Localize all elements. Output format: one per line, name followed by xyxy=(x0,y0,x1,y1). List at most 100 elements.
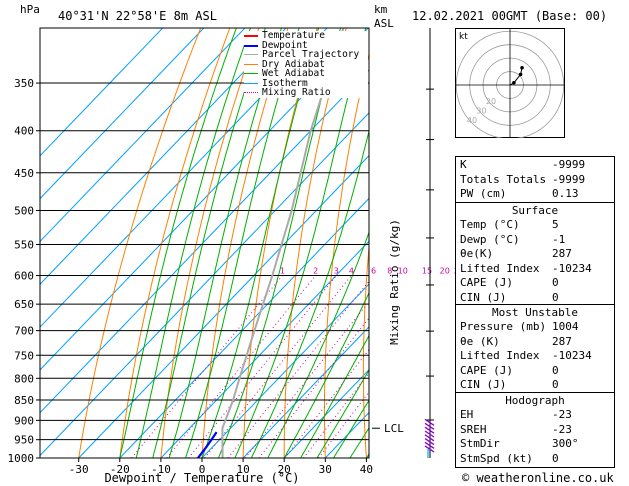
temperature-tick-label: 40 xyxy=(360,463,373,476)
isotherm-line xyxy=(242,326,369,458)
temperature-tick-label: -10 xyxy=(151,463,171,476)
lcl-label: LCL xyxy=(384,422,404,435)
row-value: -1 xyxy=(552,232,566,246)
row-key: Dewp (°C) xyxy=(460,232,520,246)
isotherm-line xyxy=(40,28,205,200)
hodograph-trace xyxy=(509,67,523,86)
mixing-ratio-tick-label: 4 xyxy=(349,267,354,276)
row-value: -10234 xyxy=(552,349,592,363)
hodograph-point xyxy=(512,80,516,85)
isotherm-line xyxy=(160,240,369,458)
isotherm-line xyxy=(78,154,369,458)
row-key: StmSpd (kt) xyxy=(460,451,533,465)
row-value: 5 xyxy=(552,218,559,231)
wind-barb xyxy=(424,418,435,426)
dry-adiabat-lines xyxy=(78,28,369,458)
row-key: Totals Totals xyxy=(460,172,547,186)
wet-adiabat-line xyxy=(185,28,300,458)
km-label: km xyxy=(374,3,388,16)
legend-label: Wet Adiabat xyxy=(262,68,325,79)
pressure-tick-label: 800 xyxy=(14,372,34,385)
wet-adiabat-line xyxy=(152,28,266,458)
dry-adiabat-line xyxy=(323,52,369,458)
temperature-tick-label: -30 xyxy=(69,463,89,476)
isotherm-line xyxy=(201,283,369,458)
row-key: CIN (J) xyxy=(460,291,507,304)
temperature-tick-label: -20 xyxy=(110,463,130,476)
hodograph-point xyxy=(520,65,524,70)
legend-swatch xyxy=(244,44,258,47)
hpa-label: hPa xyxy=(20,3,40,16)
table-row: Dewp (°C) -1 xyxy=(460,233,610,247)
row-key: CIN (J) xyxy=(460,378,507,392)
most-unstable-title: Most Unstable xyxy=(491,306,579,319)
row-value: 0 xyxy=(552,276,559,290)
wet-adiabat-line xyxy=(267,230,369,458)
table-row: Lifted Index -10234 xyxy=(460,349,610,363)
footer-credit: © weatheronline.co.uk xyxy=(462,471,614,485)
isotherm-line xyxy=(40,28,164,157)
series-line xyxy=(221,28,345,458)
location-title: 40°31'N 22°58'E 8m ASL xyxy=(58,9,217,23)
legend-swatch xyxy=(244,92,258,93)
dry-adiabat-line xyxy=(78,28,202,458)
legend-entry: Dry Adiabat xyxy=(244,59,368,70)
series-line xyxy=(197,431,218,458)
row-value: -9999 xyxy=(552,158,586,171)
table-row: EH -23 xyxy=(460,408,610,422)
mixing-ratio-line xyxy=(284,348,369,458)
wind-barb xyxy=(424,434,435,442)
wet-adiabat-line xyxy=(283,291,369,458)
isotherm-line xyxy=(283,368,369,458)
legend-swatch xyxy=(244,54,258,55)
km-axis: LCL xyxy=(372,28,434,458)
asl-label: ASL xyxy=(374,17,394,30)
pressure-tick-label: 750 xyxy=(14,349,34,362)
pressure-tick-label: 950 xyxy=(14,434,34,447)
wet-adiabat-line xyxy=(217,28,342,458)
wind-barb xyxy=(424,422,435,430)
table-row: K -9999 xyxy=(460,158,610,172)
row-value: -10234 xyxy=(552,261,592,275)
mixing-ratio-line xyxy=(244,300,369,458)
wet-adiabat-line xyxy=(168,28,283,458)
row-value: 0 xyxy=(552,291,559,304)
surface-title: Surface xyxy=(511,204,559,217)
dry-adiabat-line xyxy=(201,28,289,458)
row-key: PW (cm) xyxy=(460,187,507,201)
row-key: Lifted Index xyxy=(460,261,540,275)
wet-adiabat-lines xyxy=(119,28,369,458)
mixing-ratio-tick-label: 6 xyxy=(371,267,376,276)
table-row: StmSpd (kt) 0 xyxy=(460,452,610,466)
mixing-ratio-line xyxy=(258,317,369,458)
table-row: CAPE (J) 0 xyxy=(460,364,610,378)
row-value: 287 xyxy=(552,334,572,348)
mixing-ratio-tick-label: 20 xyxy=(440,267,450,276)
wet-adiabat-line xyxy=(300,334,369,458)
pressure-tick-label: 400 xyxy=(14,125,34,138)
pressure-tick-label: 450 xyxy=(14,167,34,180)
legend-swatch xyxy=(244,73,258,74)
legend-label: Mixing Ratio xyxy=(262,87,331,98)
row-key: CAPE (J) xyxy=(460,363,513,377)
row-value: 0 xyxy=(552,363,559,377)
table-row: StmDir 300° xyxy=(460,437,610,451)
temperature-tick-label: 20 xyxy=(278,463,291,476)
surface-panel: Surface Temp (°C) 5 Dewp (°C) -1 θe(K) 287 Lif… xyxy=(455,202,615,306)
pressure-axis: 350 400 450 500 550 600 650 700 750 800 850 900 950 1… xyxy=(8,77,40,465)
legend-swatch xyxy=(244,63,258,65)
wet-adiabat-line xyxy=(316,369,369,458)
temperature-tick-label: 0 xyxy=(199,463,206,476)
table-row: Lifted Index -10234 xyxy=(460,262,610,276)
legend-entry: Mixing Ratio xyxy=(244,88,368,98)
row-value: -23 xyxy=(552,422,572,436)
legend-entry: Dewpoint xyxy=(244,40,368,51)
row-value: 1004 xyxy=(552,320,579,333)
pressure-tick-label: 900 xyxy=(14,414,34,427)
row-value: 0.13 xyxy=(552,187,579,201)
legend-label: Isotherm xyxy=(262,77,308,89)
mixing-ratio-tick-label: 15 xyxy=(422,267,432,276)
legend-entry: Parcel Trajectory xyxy=(244,50,368,60)
row-key: SREH xyxy=(460,422,487,436)
